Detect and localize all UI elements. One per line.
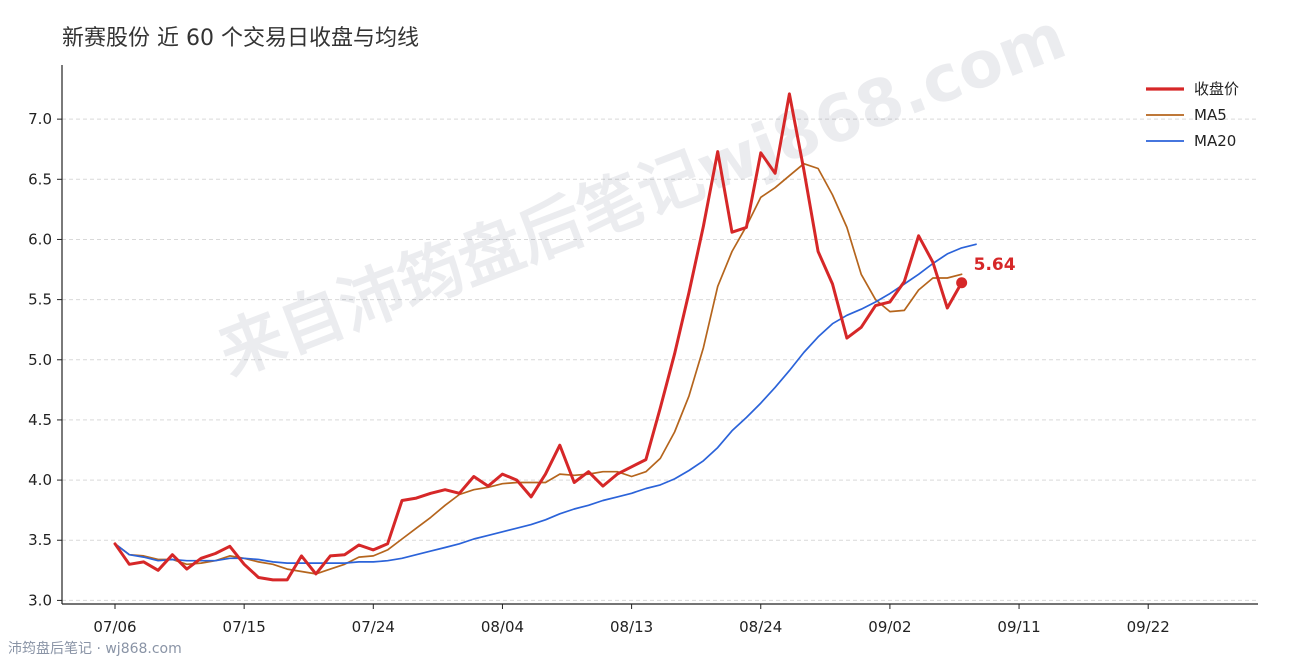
legend-label: MA5 bbox=[1194, 106, 1227, 124]
x-tick-label: 08/04 bbox=[481, 618, 524, 636]
footer-credit: 沛筠盘后笔记 · wj868.com bbox=[8, 640, 182, 657]
x-tick-label: 07/15 bbox=[223, 618, 266, 636]
series-line-MA20 bbox=[114, 243, 977, 564]
x-tick-label: 08/24 bbox=[739, 618, 782, 636]
axes bbox=[61, 65, 1258, 605]
y-tick-label: 3.5 bbox=[28, 531, 52, 549]
series-line-MA5 bbox=[114, 162, 963, 575]
x-tick-label: 08/13 bbox=[610, 618, 653, 636]
y-tick-label: 6.0 bbox=[28, 230, 52, 248]
legend: 收盘价 MA5 MA20 bbox=[1146, 80, 1239, 150]
y-axis-ticks: 3.0 3.5 4.0 4.5 5.0 5.5 6.0 6.5 7.0 bbox=[28, 110, 62, 609]
y-tick-label: 4.0 bbox=[28, 471, 52, 489]
y-tick-label: 5.0 bbox=[28, 351, 52, 369]
series-line-收盘价 bbox=[113, 92, 964, 582]
grid bbox=[62, 118, 1258, 601]
x-tick-label: 07/06 bbox=[93, 618, 136, 636]
x-tick-label: 09/02 bbox=[868, 618, 911, 636]
y-tick-label: 7.0 bbox=[28, 110, 52, 128]
x-tick-label: 07/24 bbox=[352, 618, 395, 636]
legend-label: MA20 bbox=[1194, 132, 1236, 150]
end-point-marker: 5.64 bbox=[956, 255, 1016, 289]
end-point-dot bbox=[956, 277, 968, 289]
watermark: 来自沛筠盘后笔记wj868.com bbox=[209, 0, 1075, 391]
y-tick-label: 6.5 bbox=[28, 170, 52, 188]
end-point-label: 5.64 bbox=[974, 255, 1016, 275]
x-tick-label: 09/22 bbox=[1127, 618, 1170, 636]
y-tick-label: 4.5 bbox=[28, 411, 52, 429]
x-tick-label: 09/11 bbox=[997, 618, 1040, 636]
chart-title: 新赛股份 近 60 个交易日收盘与均线 bbox=[62, 26, 419, 51]
y-tick-label: 5.5 bbox=[28, 291, 52, 309]
legend-label: 收盘价 bbox=[1194, 80, 1239, 98]
series-lines bbox=[113, 92, 977, 582]
y-tick-label: 3.0 bbox=[28, 591, 52, 609]
x-axis-ticks: 07/06 07/15 07/24 08/04 08/13 08/24 09/02 09/11… bbox=[93, 604, 1170, 636]
